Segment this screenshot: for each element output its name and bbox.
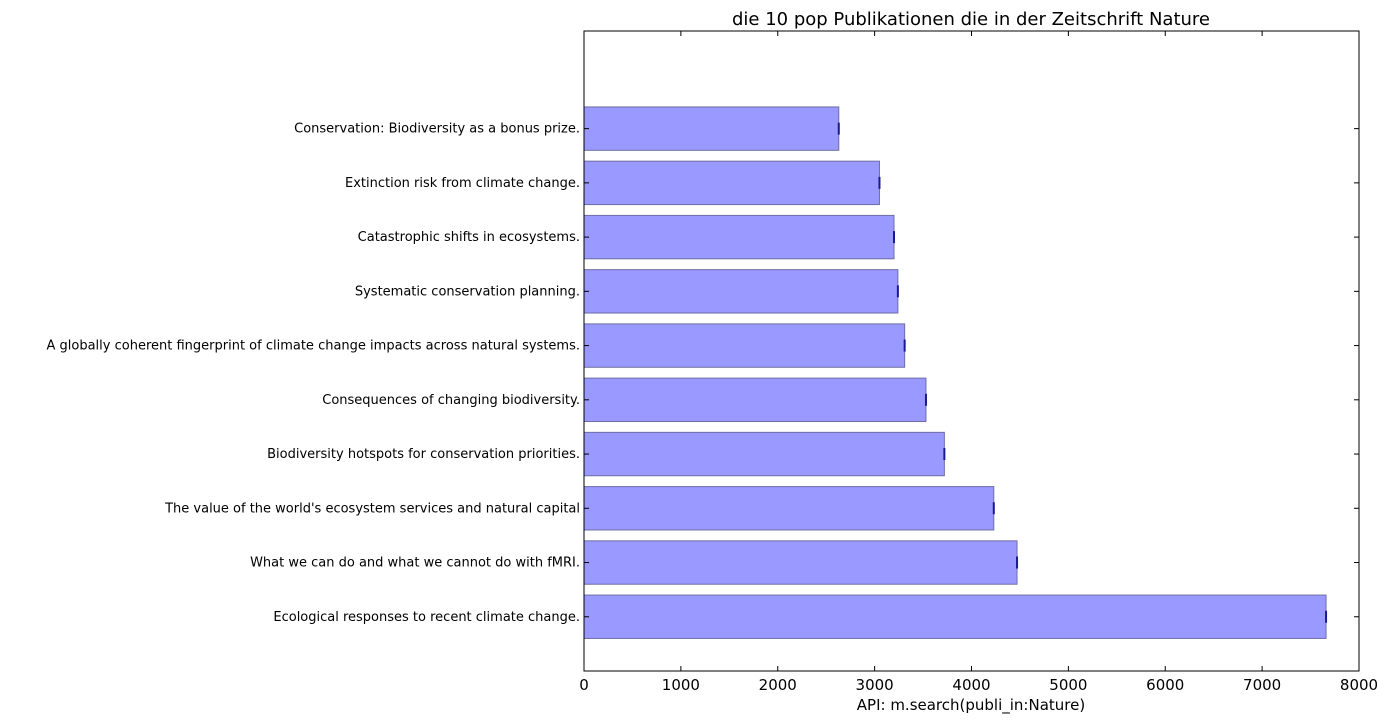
bar (583, 540, 1018, 585)
bar (583, 431, 945, 477)
bar (583, 594, 1327, 639)
x-axis-label: API: m.search(publi_in:Nature) (857, 696, 1085, 715)
x-tick-label: 1000 (662, 676, 700, 694)
bar (583, 160, 880, 206)
bar (583, 377, 927, 423)
plot-area: Ecological responses to recent climate c… (47, 30, 1378, 694)
x-tick-label: 5000 (1049, 676, 1087, 694)
bar (583, 106, 840, 151)
category-label: Extinction risk from climate change. (345, 176, 580, 191)
x-tick-label: 0 (579, 676, 589, 694)
x-tick-label: 6000 (1146, 676, 1184, 694)
bar (583, 214, 895, 260)
category-label: Conservation: Biodiversity as a bonus pr… (294, 122, 580, 137)
bar (583, 486, 995, 531)
x-tick-label: 2000 (759, 676, 797, 694)
bar (583, 323, 906, 368)
category-label: Catastrophic shifts in ecosystems. (358, 230, 580, 245)
category-label: Ecological responses to recent climate c… (273, 610, 580, 625)
bar (583, 269, 899, 314)
category-label: Biodiversity hotspots for conservation p… (267, 447, 580, 462)
x-tick-label: 7000 (1243, 676, 1281, 694)
x-tick-label: 3000 (856, 676, 894, 694)
category-label: Systematic conservation planning. (355, 284, 580, 299)
category-label: What we can do and what we cannot do wit… (250, 556, 580, 571)
chart-title: die 10 pop Publikationen die in der Zeit… (732, 9, 1210, 30)
category-label: The value of the world's ecosystem servi… (164, 501, 580, 516)
category-label: Consequences of changing biodiversity. (322, 393, 580, 408)
x-tick-label: 4000 (952, 676, 990, 694)
x-tick-label: 8000 (1340, 676, 1378, 694)
category-label: A globally coherent fingerprint of clima… (47, 339, 581, 354)
